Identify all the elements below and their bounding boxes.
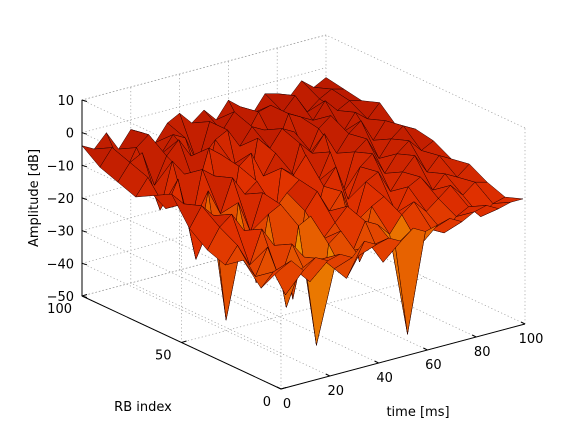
z-tick-label: −10 (47, 159, 74, 174)
surface-patch (260, 260, 292, 289)
x-tick-label: 60 (425, 358, 442, 373)
x-tick-mark (520, 321, 526, 325)
y-tick-mark (280, 387, 287, 390)
x-tick-label: 40 (376, 371, 393, 386)
z-tick-label: −50 (47, 290, 74, 305)
x-tick-label: 20 (328, 384, 345, 399)
x-tick-label: 100 (519, 332, 544, 347)
z-tick-mark (81, 230, 88, 233)
x-tick-mark (374, 360, 379, 364)
x-tick-mark (325, 373, 331, 377)
x-tick-mark (423, 347, 428, 351)
z-tick-label: 10 (57, 94, 74, 109)
z-tick-label: 0 (66, 127, 74, 142)
x-axis-line (280, 323, 526, 390)
x-tick-mark (471, 334, 477, 338)
surface-patch (313, 77, 345, 90)
y-tick-mark (181, 340, 187, 343)
z-tick-mark (81, 295, 88, 298)
z-tick-label: −30 (47, 225, 74, 240)
surface-layer (81, 77, 524, 346)
z-tick-mark (81, 132, 88, 135)
z-tick-mark (81, 99, 88, 102)
z-tick-label: −20 (47, 192, 74, 207)
z-tick-mark (81, 197, 88, 200)
z-tick-mark (81, 262, 88, 266)
y-tick-label: 50 (155, 349, 172, 364)
z-axis-label: Amplitude [dB] (27, 149, 42, 247)
x-tick-label: 0 (283, 397, 291, 412)
y-tick-label: 0 (263, 395, 271, 410)
x-axis-label: time [ms] (386, 405, 449, 420)
x-tick-label: 80 (474, 345, 491, 360)
y-tick-label: 100 (47, 302, 72, 317)
x-tick-mark (276, 386, 282, 390)
y-axis-label: RB index (114, 400, 172, 415)
z-tick-label: −40 (47, 257, 74, 272)
z-tick-mark (81, 164, 88, 168)
grid-line (81, 34, 526, 129)
